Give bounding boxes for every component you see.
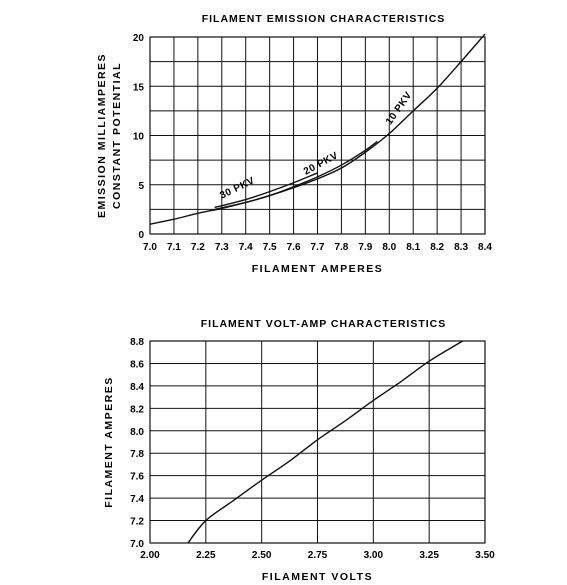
x-tick-label: 8.0 [382,242,396,253]
x-tick-label: 8.3 [454,242,468,253]
volt-amp-chart: FILAMENT VOLT-AMP CHARACTERISTICS 2.00 2.2… [103,318,495,583]
y-axis-label: EMISSION MILLIAMPERES [96,53,108,218]
series-line-2 [214,140,378,211]
x-tick-label: 7.3 [215,242,229,253]
x-tick-label: 2.75 [308,550,328,561]
x-tick-label: 7.4 [239,242,253,253]
chart-title: FILAMENT EMISSION CHARACTERISTICS [202,13,446,25]
x-tick-label: 7.5 [263,242,277,253]
chart-title: FILAMENT VOLT-AMP CHARACTERISTICS [201,318,447,330]
series-line-1 [187,340,464,544]
x-tick-label: 8.1 [406,242,420,253]
y-tick-label: 0 [138,230,144,241]
y-tick-label: 8.6 [130,359,144,370]
x-tick-label: 2.50 [252,550,272,561]
y-tick-label: 15 [133,82,145,93]
x-tick-label: 7.2 [191,242,205,253]
y-tick-label: 7.2 [130,517,144,528]
y-tick-label: 20 [133,33,145,44]
y-tick-label: 8.2 [130,404,144,415]
series-line-3 [214,172,318,209]
x-tick-label: 2.25 [196,550,216,561]
x-axis-label: FILAMENT VOLTS [262,571,373,583]
x-tick-label: 3.50 [475,550,495,561]
plot-frame [149,340,486,544]
x-tick-label: 7.6 [287,242,301,253]
x-axis-label: FILAMENT AMPERES [252,263,384,275]
x-tick-label: 8.4 [478,242,492,253]
x-tick-label: 7.8 [334,242,348,253]
y-tick-label: 7.0 [130,539,144,550]
y-tick-label: 8.4 [130,382,144,393]
y-tick-label: 8.0 [130,427,144,438]
x-tick-label: 3.25 [419,550,439,561]
y-tick-label: 7.8 [130,449,144,460]
x-tick-label: 7.0 [143,242,157,253]
plot-frame [149,36,486,235]
y-axis-label: CONSTANT POTENTIAL [111,62,123,209]
series-label: 20 PKV [302,150,340,177]
y-tick-label: 7.4 [130,494,144,505]
x-tick-label: 7.7 [311,242,325,253]
emission-chart: FILAMENT EMISSION CHARACTERISTICS 7.0 7.1 7… [96,13,492,275]
y-axis-label: FILAMENT AMPERES [103,376,115,508]
y-tick-label: 7.6 [130,472,144,483]
y-tick-label: 10 [133,132,145,143]
x-tick-label: 8.2 [430,242,444,253]
series-label: 10 PKV [384,90,415,127]
y-tick-label: 8.8 [130,337,144,348]
x-tick-label: 7.9 [358,242,372,253]
y-tick-label: 5 [138,181,144,192]
x-tick-label: 2.00 [140,550,160,561]
x-tick-label: 3.00 [364,550,384,561]
series-line-1 [149,33,486,225]
x-tick-label: 7.1 [167,242,181,253]
